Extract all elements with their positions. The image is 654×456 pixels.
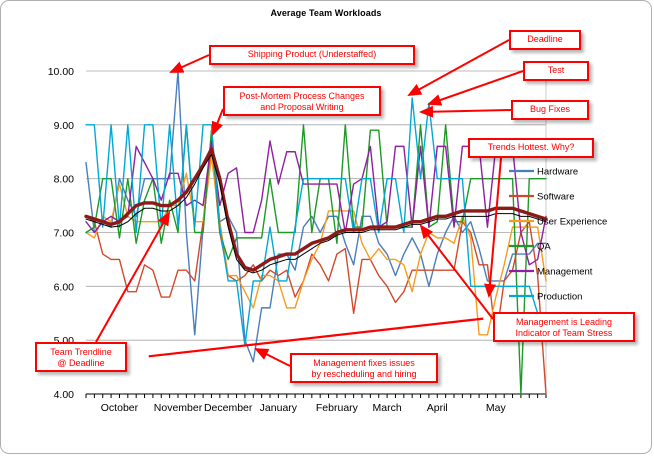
legend-marker — [520, 219, 523, 223]
gridlines — [86, 70, 547, 395]
arrow-bug-fixes — [419, 105, 512, 118]
callout-post-mortem-line1: Post-Mortem Process Changes — [239, 91, 365, 101]
legend-marker — [520, 194, 523, 198]
callout-post-mortem[interactable]: Post-Mortem Process Changes and Proposal… — [223, 86, 381, 116]
legend-label-qa[interactable]: QA — [537, 242, 551, 253]
callout-management-leading-line1: Management is Leading — [515, 317, 613, 327]
callout-deadline[interactable]: Deadline — [509, 30, 581, 50]
callout-team-trendline-line1: Team Trendline — [50, 347, 112, 357]
callout-bug-fixes-text: Bug Fixes — [529, 104, 571, 114]
data-series-group — [84, 70, 548, 395]
callout-bug-fixes[interactable]: Bug Fixes — [511, 100, 589, 120]
y-tick-label: 7.00 — [54, 228, 75, 240]
series-line-team-average-thin-black- — [85, 153, 547, 274]
callout-management-leading-line2: Indicator of Team Stress — [515, 328, 613, 338]
callout-management-fixes-line1: Management fixes issues — [313, 358, 415, 368]
legend-label-management[interactable]: Management — [537, 267, 593, 278]
arrow-management-fixes — [254, 348, 291, 367]
legend-label-hardware[interactable]: Hardware — [537, 167, 578, 178]
legend: Hardware Software User Experience QA Managem… — [509, 167, 607, 303]
series-line-hardware — [85, 70, 547, 363]
callout-post-mortem-line2: and Proposal Writing — [260, 102, 344, 112]
x-tick-label: December — [204, 402, 253, 414]
x-tick-label: January — [260, 402, 298, 414]
x-tick-label: November — [154, 402, 203, 414]
x-tick-label: April — [427, 402, 448, 414]
x-tick-label: May — [486, 402, 507, 414]
series-line-software — [85, 145, 547, 395]
legend-marker — [520, 244, 523, 248]
series-line-production — [85, 97, 547, 347]
callout-team-trendline[interactable]: Team Trendline @ Deadline — [35, 342, 127, 372]
legend-label-production[interactable]: Production — [537, 292, 582, 303]
callout-test-text: Test — [547, 65, 565, 75]
x-axis — [85, 393, 547, 398]
series-line-qa — [85, 124, 547, 395]
callout-shipping-product[interactable]: Shipping Product (Understaffed) — [209, 45, 415, 65]
callout-team-trendline-line2: @ Deadline — [57, 358, 105, 368]
arrow-management-leading — [419, 224, 494, 320]
deadline-trend-line — [148, 317, 484, 358]
y-tick-label: 4.00 — [54, 389, 75, 401]
arrow-trends — [484, 157, 502, 298]
y-tick-label: 10.00 — [48, 66, 74, 78]
chart-title: Average Team Workloads — [270, 8, 382, 18]
x-tick-label: March — [372, 402, 401, 414]
callout-management-fixes[interactable]: Management fixes issues by rescheduling … — [290, 353, 438, 383]
callout-deadline-text: Deadline — [527, 34, 563, 44]
callout-shipping-text: Shipping Product (Understaffed) — [247, 49, 377, 59]
legend-marker — [520, 169, 523, 173]
annotation-arrows — [95, 39, 524, 367]
callout-trends-text: Trends Hottest. Why? — [487, 142, 575, 152]
legend-label-user-experience[interactable]: User Experience — [537, 217, 607, 228]
arrow-test — [427, 70, 524, 106]
callout-test[interactable]: Test — [523, 61, 589, 81]
legend-marker — [520, 294, 523, 298]
y-tick-label: 9.00 — [54, 120, 75, 132]
y-tick-label: 6.00 — [54, 281, 75, 293]
arrow-post-mortem — [211, 108, 224, 136]
callout-trends-hottest[interactable]: Trends Hottest. Why? — [468, 138, 594, 158]
arrow-deadline — [407, 39, 510, 96]
y-tick-label: 8.00 — [54, 174, 75, 186]
callout-management-leading[interactable]: Management is Leading Indicator of Team … — [493, 312, 635, 342]
x-axis-tick-labels: October November December January February Ma… — [101, 402, 507, 414]
x-tick-label: October — [101, 402, 139, 414]
arrow-shipping — [169, 54, 210, 73]
legend-marker — [520, 269, 523, 273]
series-line-team-trendline-thick- — [84, 147, 548, 272]
arrow-team-trendline — [95, 211, 170, 343]
callout-management-fixes-line2: by rescheduling and hiring — [311, 369, 417, 379]
legend-label-software[interactable]: Software — [537, 192, 575, 203]
x-tick-label: February — [316, 402, 359, 414]
